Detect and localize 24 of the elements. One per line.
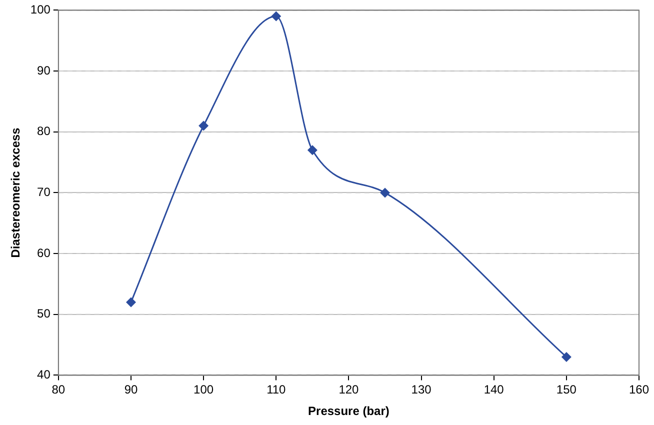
y-axis-title: Diastereomeric excess [8, 127, 23, 258]
point [126, 297, 136, 308]
x-tick-label: 90 [124, 382, 138, 397]
x-tick-label: 130 [411, 382, 432, 397]
y-tick-label: 50 [37, 306, 51, 321]
x-tick-label: 160 [628, 382, 650, 397]
point [561, 352, 572, 362]
point [380, 188, 390, 198]
y-tick-label: 40 [37, 368, 51, 382]
y-tick-label: 90 [37, 63, 51, 78]
point [198, 120, 209, 131]
x-tick-label: 100 [194, 382, 214, 397]
y-tick-label: 70 [37, 185, 51, 200]
y-tick-label: 60 [37, 246, 51, 260]
point [307, 145, 318, 156]
point [271, 11, 282, 22]
x-tick-label: 110 [266, 382, 286, 397]
x-tick-label: 80 [52, 382, 66, 397]
x-tick-label: 120 [338, 382, 360, 397]
x-axis-title: Pressure (bar) [308, 404, 390, 418]
x-tick-label: 150 [556, 382, 577, 397]
y-tick-label: 100 [30, 2, 51, 17]
x-tick-label: 140 [484, 382, 504, 397]
y-tick-label: 80 [37, 124, 51, 138]
